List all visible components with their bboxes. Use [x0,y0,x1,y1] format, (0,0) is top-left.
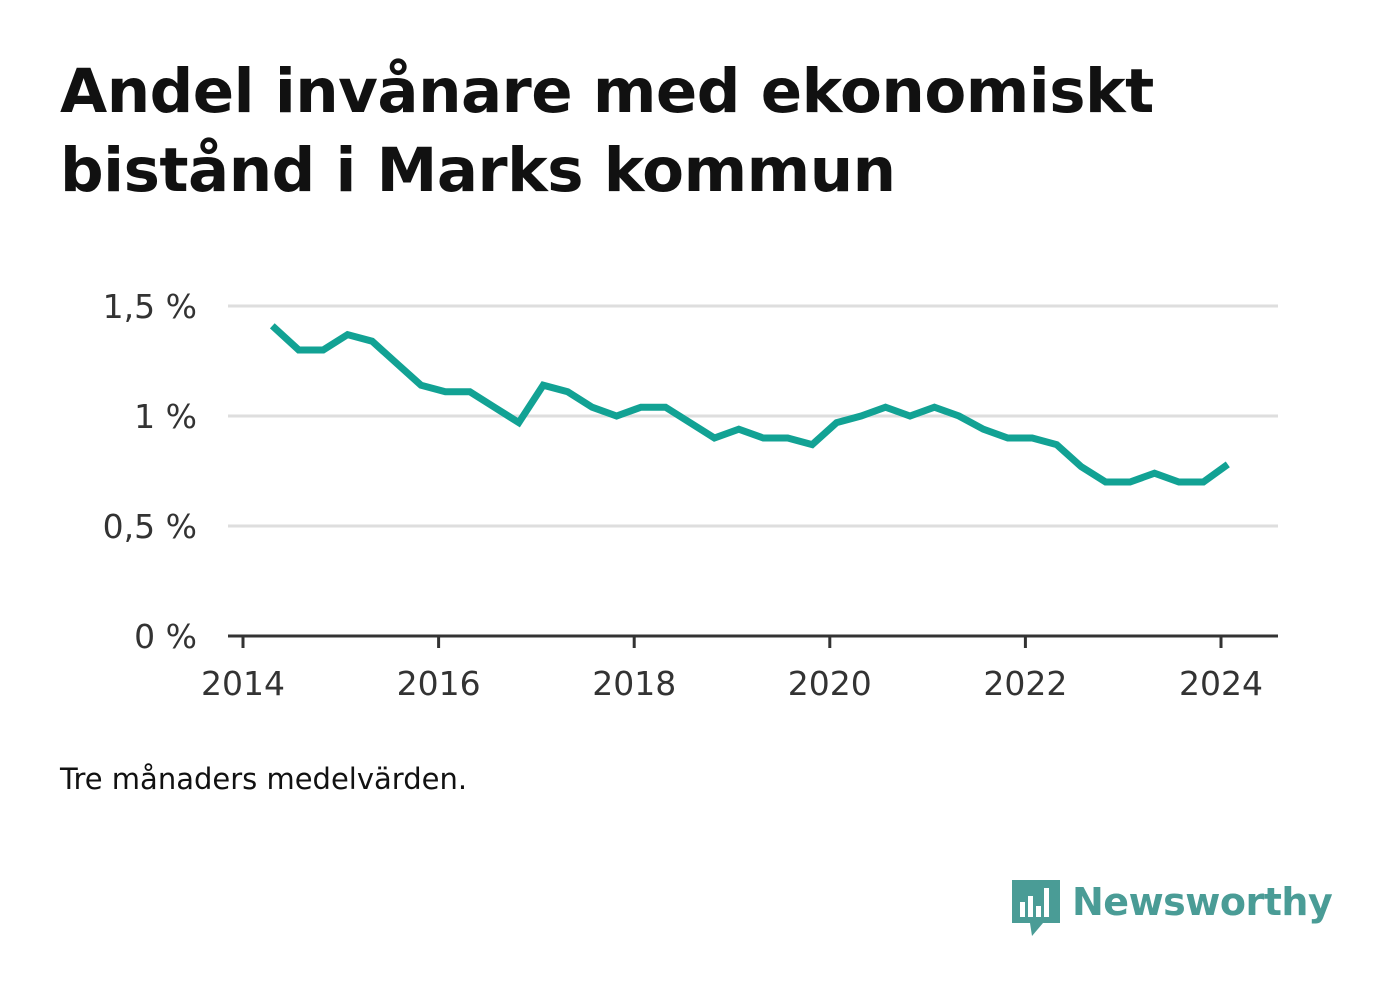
chart-footnote: Tre månaders medelvärden. [60,762,468,796]
y-tick-label: 1,5 % [103,287,197,326]
x-tick-label: 2024 [1179,664,1263,703]
x-tick-label: 2014 [201,664,285,703]
x-axis-labels: 2014 2016 2018 2020 2022 2024 [201,664,1263,703]
x-tick-label: 2018 [592,664,676,703]
x-axis [228,634,1278,648]
brand-logo[interactable]: Newsworthy [1010,878,1333,944]
plot-area [269,323,1230,486]
bar-chart-speech-bubble-icon [1010,878,1062,944]
x-tick-label: 2016 [397,664,481,703]
line-chart: 0 % 0,5 % 1 % 1,5 % 2014 2016 2018 2020 2022 202… [103,287,1278,703]
chart-title: Andel invånare med ekonomiskt bistånd i … [60,56,1154,206]
x-tick-label: 2020 [788,664,872,703]
x-tick-label: 2022 [983,664,1067,703]
gridlines [228,304,1278,528]
y-tick-label: 1 % [134,397,197,436]
brand-name: Newsworthy [1072,880,1333,924]
series-line [269,323,1230,486]
y-tick-label: 0 % [134,617,197,656]
y-tick-label: 0,5 % [103,507,197,546]
y-axis-labels: 0 % 0,5 % 1 % 1,5 % [103,287,197,656]
